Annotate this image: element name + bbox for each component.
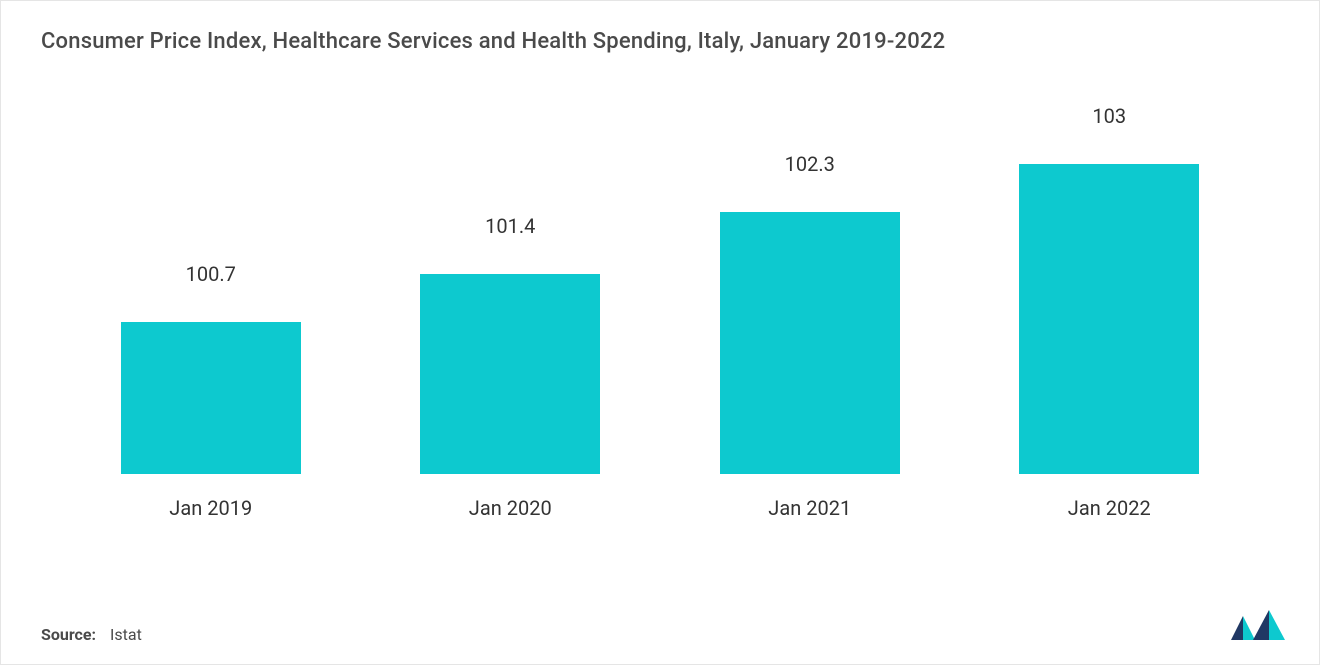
bar-category-label: Jan 2022 (1068, 496, 1151, 524)
bar (1019, 164, 1199, 474)
bar-value-label: 100.7 (111, 262, 311, 286)
bar-group: 101.4 (410, 274, 610, 474)
bar-group: 103 (1009, 164, 1209, 474)
source-label: Source: (41, 625, 96, 644)
bar-column: 101.4 Jan 2020 (410, 274, 610, 524)
bar-category-label: Jan 2020 (469, 496, 552, 524)
bar-group: 102.3 (710, 212, 910, 474)
chart-container: Consumer Price Index, Healthcare Service… (0, 0, 1320, 665)
bar (121, 322, 301, 474)
bar-column: 100.7 Jan 2019 (111, 322, 311, 524)
bar-value-label: 101.4 (410, 214, 610, 238)
bar-group: 100.7 (111, 322, 311, 474)
source-footer: Source: Istat (41, 625, 142, 644)
bar-column: 103 Jan 2022 (1009, 164, 1209, 524)
chart-plot-area: 100.7 Jan 2019 101.4 Jan 2020 102.3 Jan … (41, 144, 1279, 524)
bar (720, 212, 900, 474)
source-value: Istat (110, 625, 142, 644)
bar-value-label: 102.3 (710, 152, 910, 176)
brand-logo-icon (1229, 610, 1289, 642)
bar-category-label: Jan 2019 (169, 496, 252, 524)
bar (420, 274, 600, 474)
chart-title: Consumer Price Index, Healthcare Service… (41, 29, 1279, 54)
bar-column: 102.3 Jan 2021 (710, 212, 910, 524)
bar-value-label: 103 (1009, 104, 1209, 128)
bar-category-label: Jan 2021 (768, 496, 851, 524)
